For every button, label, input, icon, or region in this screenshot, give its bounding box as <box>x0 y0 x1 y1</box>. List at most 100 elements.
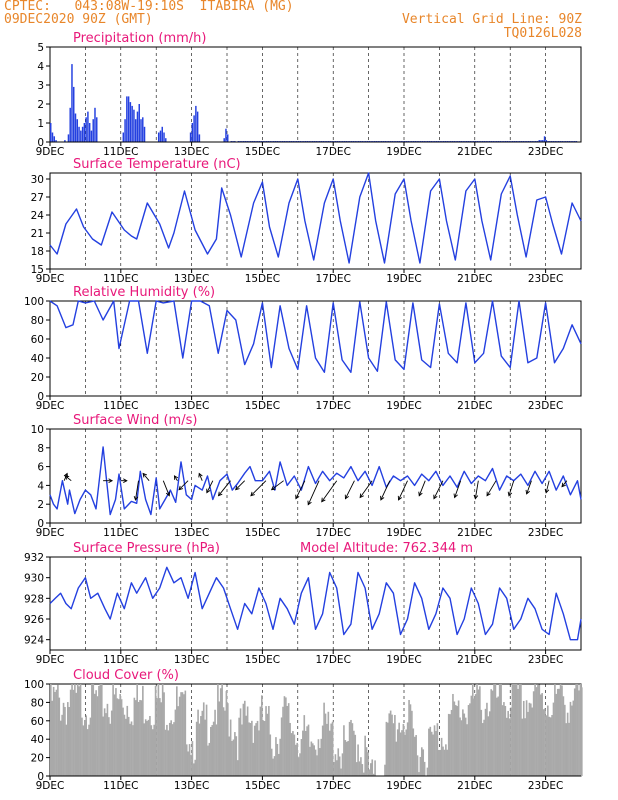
cloud-bar <box>484 708 487 776</box>
cloud-bar <box>463 713 466 776</box>
cloud-bar <box>187 751 189 776</box>
cloud-bar <box>334 754 337 776</box>
cloud-bar <box>507 710 509 776</box>
cloud-bar <box>290 733 293 776</box>
cloud-bar <box>82 725 85 776</box>
cloud-bar <box>109 723 112 776</box>
wind-arrow <box>545 480 550 493</box>
cloud-bar <box>140 700 143 776</box>
y-tick-label: 932 <box>24 552 44 564</box>
cloud-bar <box>86 729 89 776</box>
y-tick-label: 24 <box>31 210 45 222</box>
cloud-bar <box>99 684 102 776</box>
cloud-bar <box>122 707 124 776</box>
cloud-bar <box>452 693 454 776</box>
wind-arrow-head <box>270 485 276 491</box>
x-tick-label: 17DEC <box>315 780 350 792</box>
cloud-bar <box>365 747 368 776</box>
cloud-bar <box>106 703 109 776</box>
y-tick-label: 928 <box>24 593 44 605</box>
cloud-bar <box>566 712 569 776</box>
cloud-bar <box>408 699 410 776</box>
cloud-bar <box>387 722 389 776</box>
cloud-bar <box>71 684 73 776</box>
precip-bar <box>196 111 199 142</box>
y-tick-label: 2 <box>37 99 44 111</box>
precip-bar <box>159 130 162 142</box>
cloud-bar <box>256 720 259 776</box>
precip-bar <box>545 140 548 142</box>
cloud-bar <box>439 749 442 776</box>
cloud-bar <box>153 724 155 776</box>
cloud-bar <box>504 705 507 776</box>
cloud-bar <box>183 694 185 776</box>
cloud-bar <box>317 739 320 776</box>
x-tick-label: 17DEC <box>315 527 350 539</box>
wind-arrow-head <box>561 482 566 488</box>
precip-bar <box>191 123 194 142</box>
cloud-bar <box>227 703 229 776</box>
x-tick-label: 21DEC <box>457 146 492 158</box>
cloud-bar <box>419 756 422 776</box>
panel-title: Precipitation (mm/h) <box>73 31 206 46</box>
y-tick-label: 60 <box>31 334 44 346</box>
x-tick-label: 21DEC <box>457 780 492 792</box>
y-tick-label: 8 <box>37 443 44 455</box>
wind-arrow <box>178 480 189 491</box>
cloud-bar <box>454 705 457 776</box>
cloud-bar <box>300 739 303 776</box>
cloud-bar <box>297 757 300 776</box>
cloud-bar <box>399 732 402 776</box>
cloud-bar <box>62 702 65 776</box>
cloud-bar <box>163 692 165 776</box>
cloud-bar <box>79 684 82 776</box>
cloud-bar <box>453 701 456 776</box>
cloud-bar <box>562 696 565 776</box>
cloud-bar <box>354 734 357 776</box>
cloud-bar <box>496 697 498 776</box>
cloud-bar <box>338 756 341 776</box>
wind-arrow <box>380 480 391 501</box>
x-tick-label: 9DEC <box>36 273 65 285</box>
y-tick-label: 80 <box>31 315 44 327</box>
model-altitude-label: Model Altitude: 762.344 m <box>300 541 473 556</box>
cloud-bar <box>210 726 212 776</box>
cloud-bar <box>57 684 59 776</box>
panel-title: Cloud Cover (%) <box>73 668 179 683</box>
cloud-bar <box>102 716 105 776</box>
cloud-bar <box>532 691 535 776</box>
cloud-bar <box>368 769 371 776</box>
cloud-bar <box>534 684 536 776</box>
cloud-bar <box>521 718 524 776</box>
cloud-bar <box>353 730 355 776</box>
cloud-bar <box>456 706 459 776</box>
wind-arrow <box>295 480 306 499</box>
panel-frame <box>49 556 582 651</box>
cloud-bar <box>479 686 481 776</box>
cloud-bar <box>449 714 451 776</box>
wind-arrow <box>359 480 373 498</box>
cloud-bar <box>72 689 75 776</box>
panel-title: Relative Humidity (%) <box>73 285 215 300</box>
cloud-bar <box>503 702 505 776</box>
cloud-bar <box>160 702 163 776</box>
cloud-bar <box>559 684 562 776</box>
cloud-bar <box>263 721 266 776</box>
x-tick-label: 19DEC <box>386 400 421 412</box>
cloud-bar <box>493 684 495 776</box>
x-tick-label: 19DEC <box>386 780 421 792</box>
precip-bar <box>55 140 57 142</box>
cloud-bar <box>525 700 528 776</box>
cloud-bar <box>486 702 488 776</box>
cloud-bar <box>464 717 467 776</box>
x-tick-label: 23DEC <box>528 780 563 792</box>
cloud-bar <box>467 705 470 776</box>
cloud-bar <box>242 703 245 776</box>
x-tick-label: 11DEC <box>103 146 138 158</box>
cloud-bar <box>127 716 130 776</box>
cloud-bar <box>59 720 62 776</box>
cloud-bar <box>293 734 296 776</box>
cloud-bar <box>198 723 201 776</box>
cloud-bar <box>224 710 226 776</box>
precip-bar <box>76 119 79 142</box>
